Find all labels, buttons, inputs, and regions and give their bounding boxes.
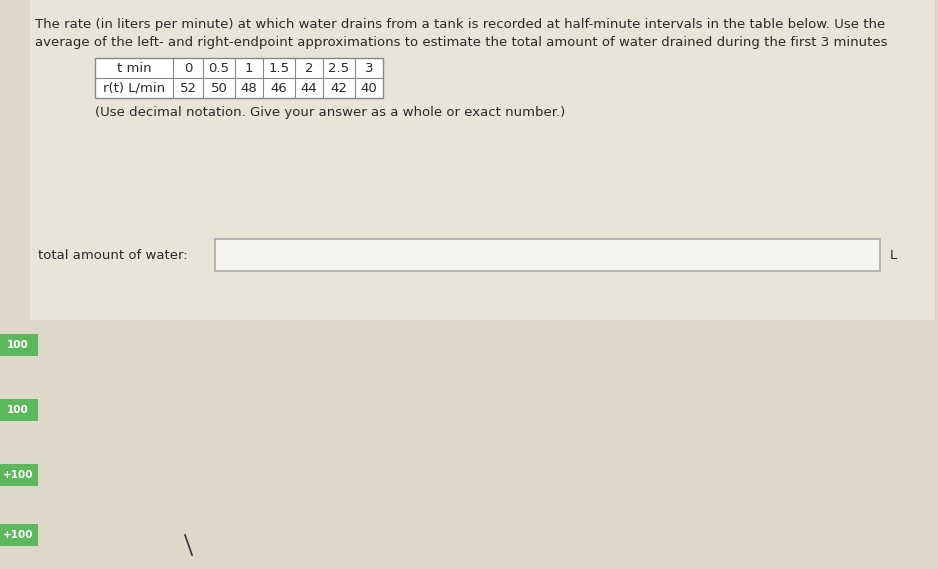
Bar	[0, 464, 38, 486]
Text: 46: 46	[271, 81, 287, 94]
Bar	[0, 334, 38, 356]
Text: 2: 2	[305, 61, 313, 75]
Text: 0.5: 0.5	[208, 61, 230, 75]
Text: The rate (in liters per minute) at which water drains from a tank is recorded at: The rate (in liters per minute) at which…	[35, 18, 885, 31]
Text: +100: +100	[3, 470, 33, 480]
Text: 44: 44	[300, 81, 317, 94]
Text: 100: 100	[8, 405, 29, 415]
Text: r(t) L/min: r(t) L/min	[103, 81, 165, 94]
Text: 50: 50	[210, 81, 227, 94]
Text: 48: 48	[241, 81, 257, 94]
Text: L: L	[890, 249, 898, 262]
Text: 1: 1	[245, 61, 253, 75]
Text: 2.5: 2.5	[328, 61, 350, 75]
Text: 52: 52	[179, 81, 196, 94]
Bar	[0, 399, 38, 421]
Text: t min: t min	[116, 61, 151, 75]
Text: 0: 0	[184, 61, 192, 75]
Text: +100: +100	[3, 530, 33, 540]
Text: (Use decimal notation. Give your answer as a whole or exact number.): (Use decimal notation. Give your answer …	[95, 106, 566, 119]
Text: 42: 42	[330, 81, 347, 94]
Text: 100: 100	[8, 340, 29, 350]
Text: average of the left- and right-endpoint approximations to estimate the total amo: average of the left- and right-endpoint …	[35, 36, 887, 49]
Text: 40: 40	[360, 81, 377, 94]
Text: 3: 3	[365, 61, 373, 75]
Bar	[95, 58, 383, 98]
Bar	[30, 0, 935, 320]
Bar	[215, 239, 880, 271]
Text: total amount of water:: total amount of water:	[38, 249, 188, 262]
Text: 1.5: 1.5	[268, 61, 290, 75]
Bar	[0, 524, 38, 546]
